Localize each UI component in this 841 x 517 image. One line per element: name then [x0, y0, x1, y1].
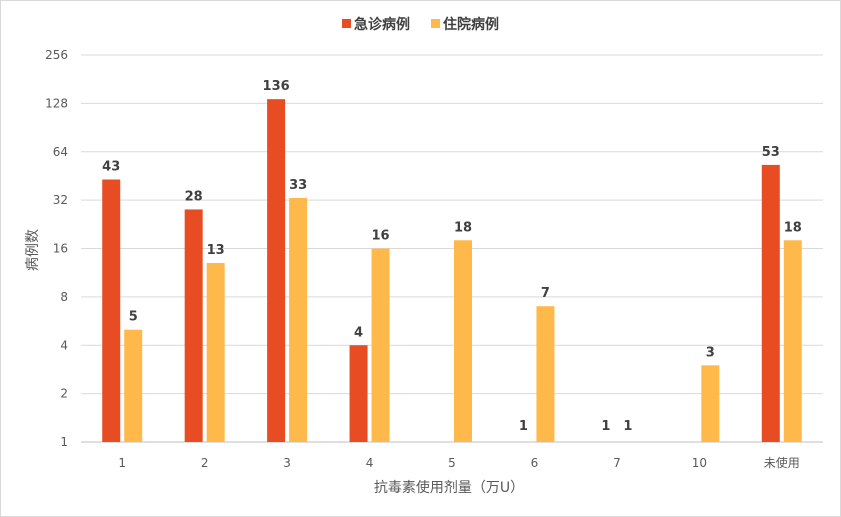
bar-series-2 — [124, 329, 143, 442]
data-label-series-1: 4 — [354, 325, 363, 340]
bar-series-2 — [783, 240, 802, 442]
data-label-series-2: 16 — [372, 229, 390, 244]
y-tick-label: 256 — [45, 48, 68, 62]
data-label-series-2: 18 — [454, 220, 472, 235]
data-label-series-1: 1 — [601, 419, 610, 434]
x-tick-label: 未使用 — [764, 455, 800, 470]
legend-label-series-1: 急诊病例 — [354, 16, 410, 33]
data-label-series-2: 7 — [541, 286, 550, 301]
gridlines — [81, 54, 823, 443]
bar-series-2 — [701, 365, 720, 442]
data-label-series-1: 43 — [102, 160, 120, 175]
y-tick-label: 8 — [60, 290, 68, 304]
legend-label-series-2: 住院病例 — [443, 16, 499, 33]
y-tick-label: 16 — [53, 242, 68, 256]
x-tick-label: 7 — [613, 456, 621, 470]
data-label-series-1: 53 — [762, 145, 780, 160]
legend-swatch-series-1 — [342, 19, 351, 28]
legend: 急诊病例 住院病例 — [342, 16, 499, 33]
data-label-series-2: 5 — [129, 310, 138, 325]
bar-series-1 — [761, 164, 780, 442]
x-tick-label: 6 — [531, 456, 539, 470]
data-label-series-2: 13 — [207, 243, 225, 258]
data-label-series-1: 28 — [185, 189, 203, 204]
bar-series-2 — [371, 248, 390, 442]
data-label-series-2: 18 — [784, 220, 802, 235]
legend-swatch-series-2 — [431, 19, 440, 28]
x-tick-label: 1 — [118, 456, 126, 470]
x-axis-title: 抗毒素使用剂量（万U） — [374, 479, 524, 496]
bar-series-1 — [349, 345, 368, 442]
x-tick-label: 5 — [448, 456, 456, 470]
bars — [102, 99, 802, 442]
data-label-series-2: 1 — [623, 419, 632, 434]
x-tick-label: 10 — [692, 456, 707, 470]
data-label-series-2: 33 — [289, 178, 307, 193]
y-tick-label: 32 — [53, 193, 68, 207]
y-tick-label: 4 — [60, 338, 68, 352]
y-tick-labels: 1 2 4 8 16 32 64 128 256 — [45, 48, 68, 449]
y-tick-label: 64 — [53, 145, 68, 159]
x-tick-labels: 1 2 3 4 5 6 7 10 未使用 — [118, 455, 799, 470]
bar-series-1 — [184, 209, 203, 442]
bar-series-1 — [102, 179, 121, 442]
x-tick-label: 3 — [283, 456, 291, 470]
y-axis-title: 病例数 — [25, 229, 41, 271]
y-tick-label: 2 — [60, 387, 68, 401]
bar-series-2 — [289, 197, 308, 442]
y-tick-label: 1 — [60, 435, 68, 449]
data-label-series-2: 3 — [706, 345, 715, 360]
x-tick-label: 4 — [366, 456, 374, 470]
y-tick-label: 128 — [45, 96, 68, 110]
x-tick-label: 2 — [201, 456, 209, 470]
data-label-series-1: 136 — [263, 79, 290, 94]
bar-series-2 — [454, 240, 472, 442]
bar-series-2 — [536, 306, 555, 442]
bar-series-2 — [206, 262, 225, 442]
bar-series-1 — [267, 99, 286, 442]
data-label-series-1: 1 — [519, 419, 528, 434]
